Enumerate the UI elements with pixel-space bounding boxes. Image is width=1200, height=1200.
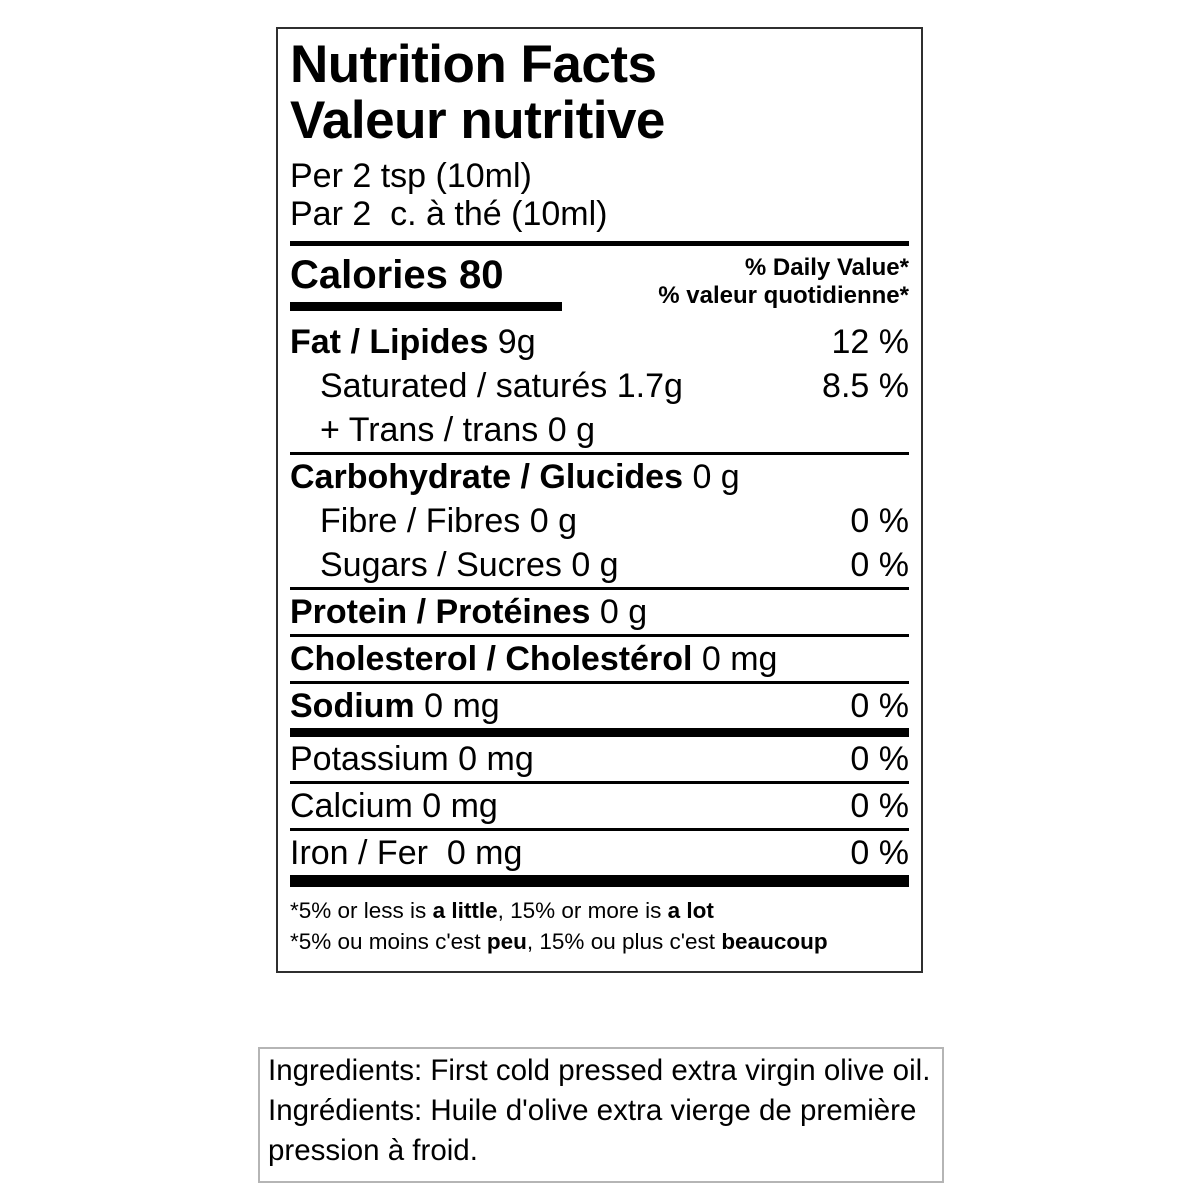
- row-calcium: Calcium 0 mg 0 %: [290, 784, 909, 828]
- row-sugars-label: Sugars / Sucres 0 g: [320, 546, 619, 584]
- footnote-fr-beaucoup: beaucoup: [721, 929, 828, 954]
- calories-header: Calories 80 % Daily Value* % valeur quot…: [290, 252, 909, 311]
- daily-value-fr: % valeur quotidienne*: [658, 282, 909, 309]
- divider-after-iron: [290, 875, 909, 887]
- row-sodium-label: Sodium: [290, 687, 415, 725]
- divider-after-potassium: [290, 781, 909, 784]
- row-cholesterol-amount: 0 mg: [692, 640, 778, 678]
- label-title-fr: Valeur nutritive: [290, 91, 665, 150]
- ingredients-text-en: Ingredients: First cold pressed extra vi…: [268, 1054, 931, 1087]
- row-sodium: Sodium 0 mg 0 %: [290, 684, 909, 728]
- row-trans: + Trans / trans 0 g: [290, 408, 909, 452]
- label-title-en: Nutrition Facts: [290, 35, 657, 94]
- row-protein-amount: 0 g: [590, 593, 648, 631]
- row-carbohydrate-label: Carbohydrate / Glucides: [290, 458, 683, 496]
- row-carbohydrate-amount: 0 g: [683, 458, 740, 496]
- row-cholesterol-label: Cholesterol / Cholestérol: [290, 640, 693, 678]
- row-saturated-percent: 8.5 %: [822, 367, 909, 405]
- footnote-fr-pre: *5% ou moins c'est: [290, 929, 487, 954]
- row-iron: Iron / Fer 0 mg 0 %: [290, 831, 909, 875]
- row-calcium-label: Calcium 0 mg: [290, 787, 498, 825]
- row-protein-label: Protein / Protéines: [290, 593, 591, 631]
- divider-after-cholesterol: [290, 681, 909, 684]
- footnotes: *5% or less is a little, 15% or more is …: [290, 895, 909, 957]
- row-fibre-percent: 0 %: [850, 502, 909, 540]
- row-fat-percent: 12 %: [831, 323, 910, 361]
- row-saturated: Saturated / saturés 1.7g 8.5 %: [290, 364, 909, 408]
- row-fibre-label: Fibre / Fibres 0 g: [320, 502, 577, 540]
- row-sodium-percent: 0 %: [850, 687, 909, 725]
- row-sodium-amount: 0 mg: [414, 687, 500, 725]
- divider-after-sodium: [290, 728, 909, 737]
- daily-value-header: % Daily Value* % valeur quotidienne*: [658, 252, 909, 310]
- row-iron-percent: 0 %: [850, 834, 909, 872]
- daily-value-en: % Daily Value*: [744, 254, 909, 281]
- row-potassium-label: Potassium 0 mg: [290, 740, 534, 778]
- divider-after-carbohydrate: [290, 587, 909, 590]
- serving-size-group: Per 2 tsp (10ml) Par 2 c. à thé (10ml): [290, 157, 909, 233]
- serving-divider-rule: [290, 241, 909, 246]
- row-fat-amount: 9g: [488, 323, 536, 361]
- footnote-fr: *5% ou moins c'est peu, 15% ou plus c'es…: [290, 926, 909, 957]
- ingredients-text-fr: Ingrédients: Huile d'olive extra vierge …: [268, 1094, 917, 1167]
- row-potassium: Potassium 0 mg 0 %: [290, 737, 909, 781]
- row-fibre: Fibre / Fibres 0 g 0 %: [290, 499, 909, 543]
- row-sugars-percent: 0 %: [850, 546, 909, 584]
- footnote-en-a-lot: a lot: [667, 898, 714, 923]
- footnote-en-a-little: a little: [432, 898, 498, 923]
- nutrition-facts-label: Nutrition Facts Valeur nutritive Per 2 t…: [276, 27, 923, 973]
- footnote-fr-peu: peu: [486, 929, 527, 954]
- row-fat: Fat / Lipides 9g 12 %: [290, 320, 909, 364]
- divider-after-fat: [290, 452, 909, 455]
- row-fat-label: Fat / Lipides: [290, 323, 489, 361]
- row-cholesterol: Cholesterol / Cholestérol 0 mg: [290, 637, 909, 681]
- calories-value: Calories 80: [290, 252, 562, 311]
- row-saturated-label: Saturated / saturés 1.7g: [320, 367, 683, 405]
- serving-size-en: Per 2 tsp (10ml): [290, 157, 532, 195]
- row-trans-label: + Trans / trans 0 g: [320, 411, 595, 449]
- footnote-en-mid: , 15% or more is: [497, 898, 668, 923]
- serving-size-fr: Par 2 c. à thé (10ml): [290, 195, 608, 233]
- row-iron-label: Iron / Fer 0 mg: [290, 834, 523, 872]
- row-carbohydrate: Carbohydrate / Glucides 0 g: [290, 455, 909, 499]
- row-calcium-percent: 0 %: [850, 787, 909, 825]
- divider-after-protein: [290, 634, 909, 637]
- ingredients-box: Ingredients: First cold pressed extra vi…: [258, 1047, 944, 1183]
- row-protein: Protein / Protéines 0 g: [290, 590, 909, 634]
- divider-after-calcium: [290, 828, 909, 831]
- row-potassium-percent: 0 %: [850, 740, 909, 778]
- row-sugars: Sugars / Sucres 0 g 0 %: [290, 543, 909, 587]
- footnote-en-pre: *5% or less is: [290, 898, 433, 923]
- footnote-en: *5% or less is a little, 15% or more is …: [290, 895, 909, 926]
- footnote-fr-mid: , 15% ou plus c'est: [526, 929, 722, 954]
